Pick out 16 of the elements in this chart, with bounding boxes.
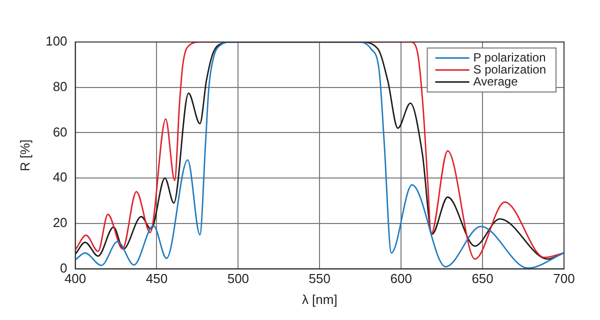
legend-label: S polarization (473, 62, 546, 76)
y-tick-label: 80 (52, 78, 68, 94)
y-tick-label: 100 (46, 34, 68, 49)
x-tick-label: 700 (553, 271, 575, 286)
y-tick-label: 60 (52, 124, 68, 140)
y-axis-title: R [%] (17, 140, 32, 172)
x-tick-label: 450 (146, 271, 168, 286)
x-axis-title: λ [nm] (302, 292, 338, 307)
y-tick-label: 40 (52, 170, 68, 185)
x-tick-label: 650 (472, 271, 494, 286)
x-tick-label: 500 (227, 271, 250, 286)
x-tick-label: 550 (308, 271, 330, 286)
legend-label: Average (473, 74, 518, 88)
y-tick-label: 20 (52, 215, 68, 230)
legend-label: P polarization (473, 50, 546, 64)
x-tick-label: 600 (390, 271, 412, 286)
